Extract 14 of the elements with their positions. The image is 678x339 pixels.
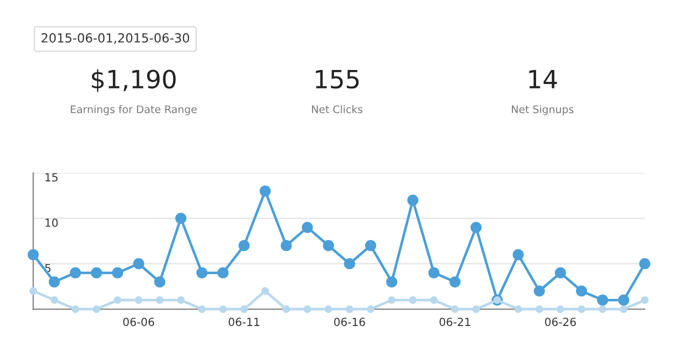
text: Earnings for Date Range [70,105,197,116]
x-tick-label: 06-26 [545,318,576,326]
text: 14 [529,70,557,88]
y-tick-label: 15 [46,173,58,182]
text: Net Clicks [312,105,362,114]
text: 2015-06-01,2015-06-30 [42,33,190,44]
y-tick-label: 10 [46,218,58,227]
text: 155 [316,70,359,89]
text: $1,190 [92,69,176,92]
x-tick-label: 06-21 [440,318,470,326]
x-tick-label: 06-11 [228,318,260,326]
x-tick-label: 06-16 [334,318,365,326]
text: Net Signups [512,105,574,116]
x-tick-label: 06-06 [123,318,154,326]
